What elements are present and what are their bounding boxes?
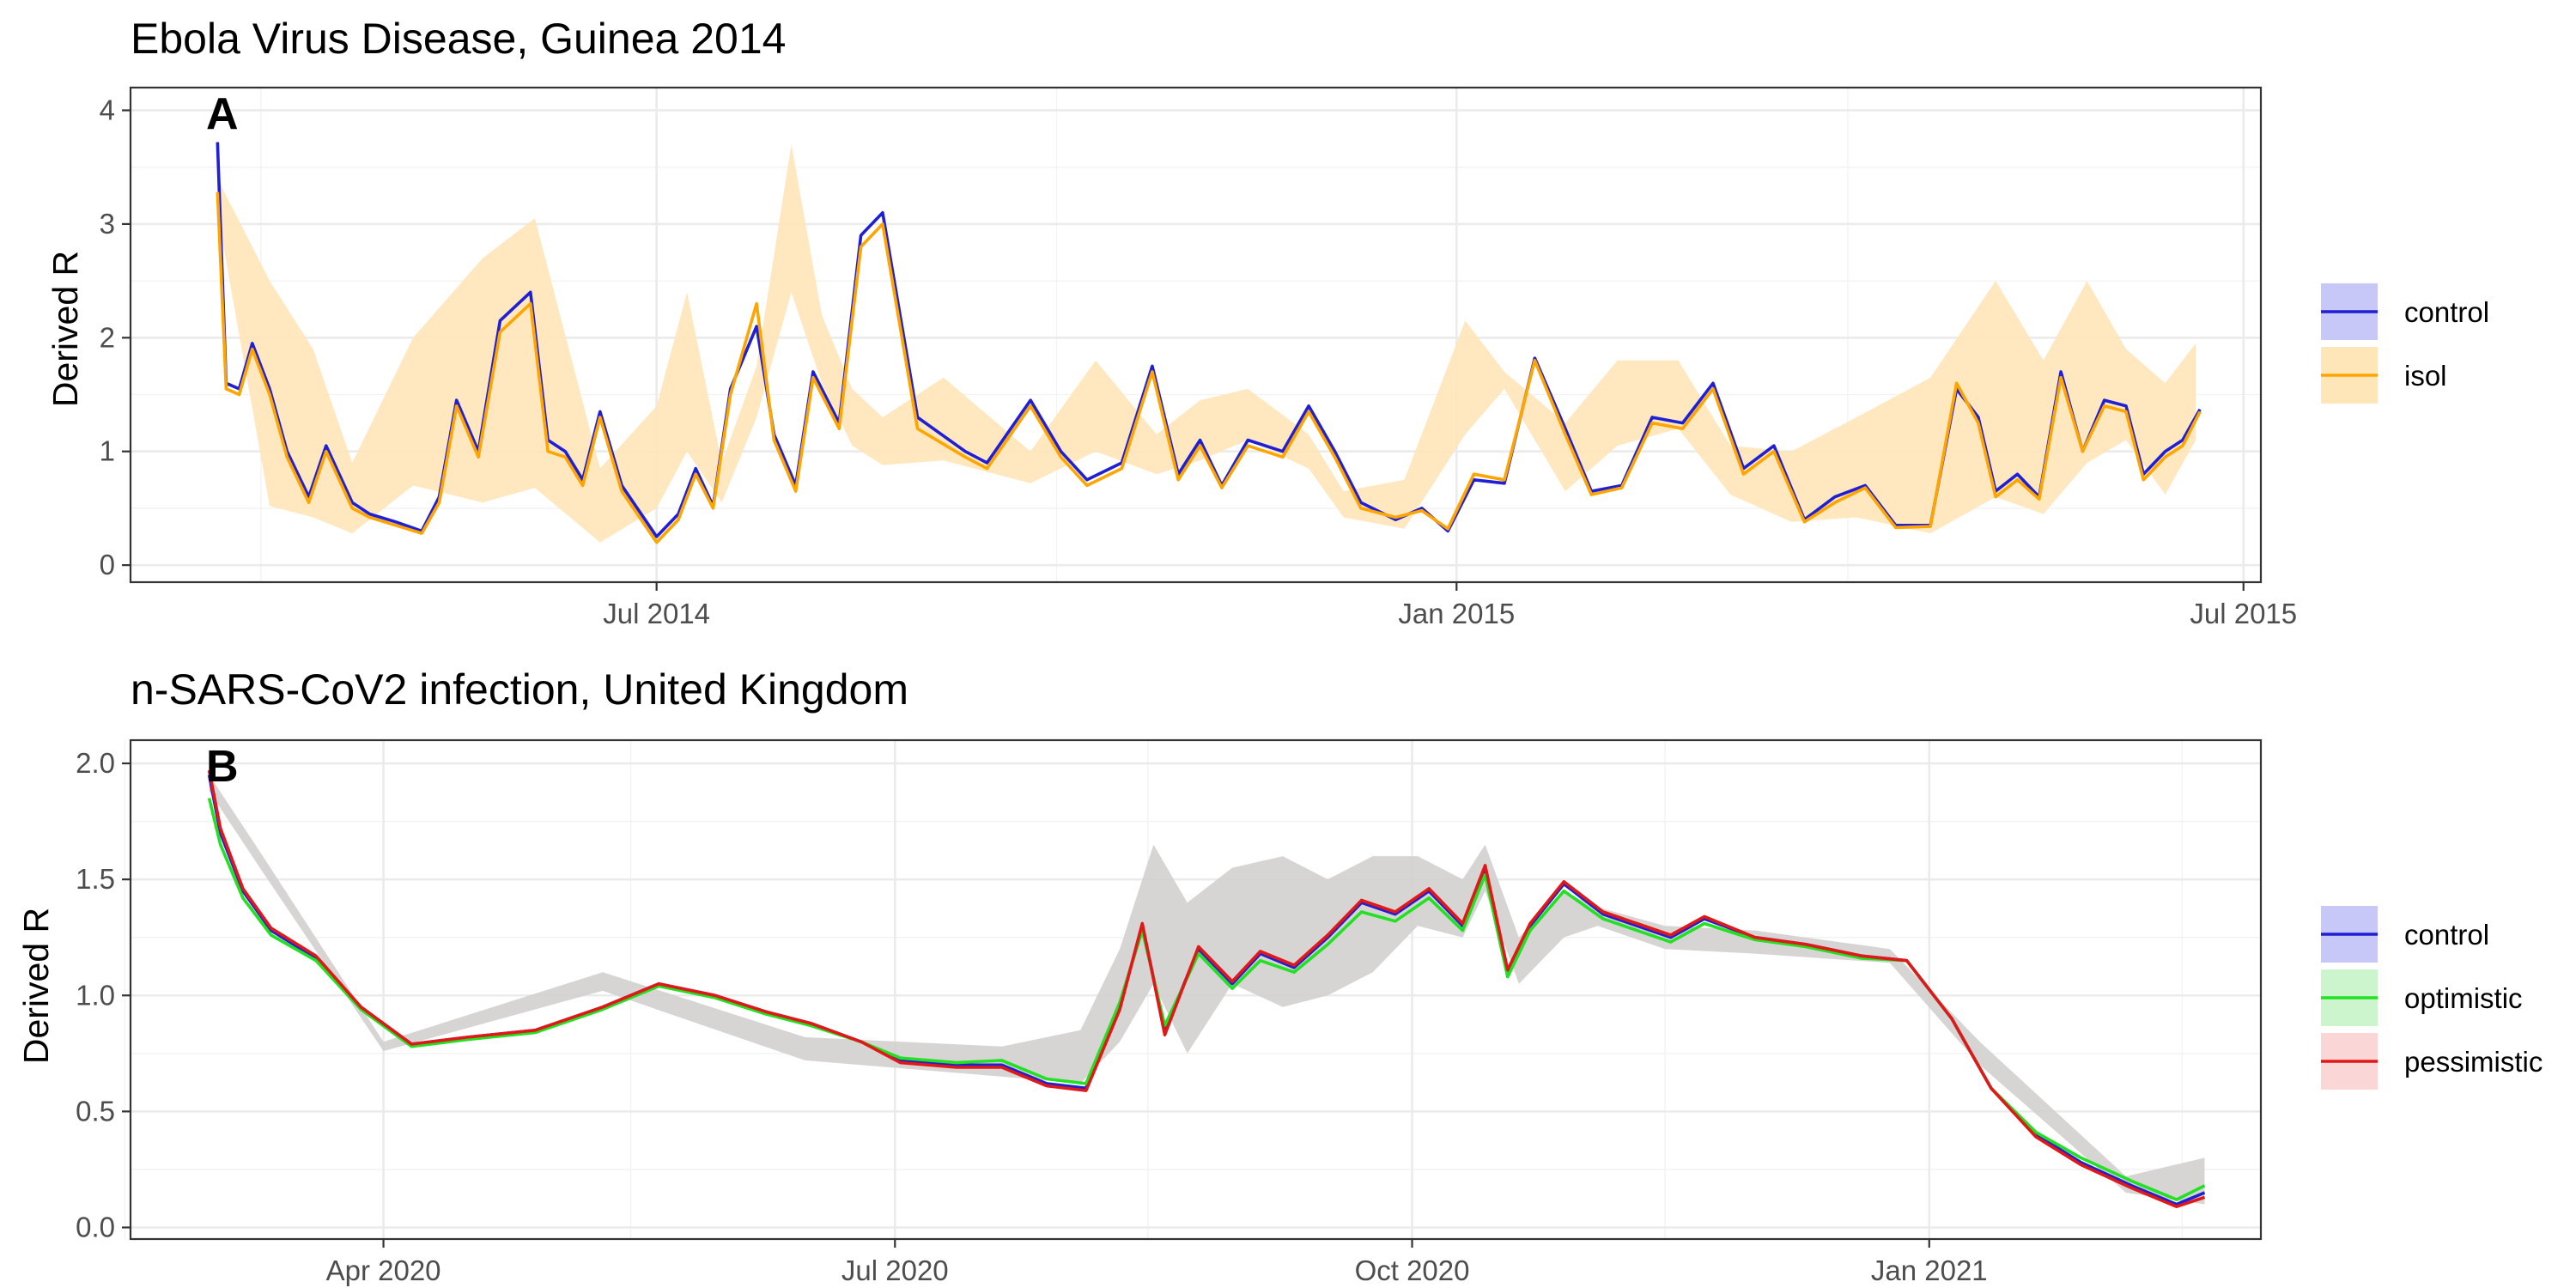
panel-b-title: n-SARS-CoV2 infection, United Kingdom [131,665,908,714]
panel-b-x-tick-label-3: Jan 2021 [1871,1255,1988,1286]
panel-b-line-optimistic [207,798,2206,1201]
panel-a-y-tick-label-4: 4 [100,94,115,125]
panel-b-y-tick-label-0: 0.0 [76,1211,115,1242]
panel-a-legend: control isol [2321,283,2489,404]
panel-a-title: Ebola Virus Disease, Guinea 2014 [131,15,786,63]
panel-a-chart: Ebola Virus Disease, Guinea 2014 0 1 2 3 4 J… [46,15,2489,629]
panel-b-legend-item-control: control [2321,906,2489,963]
panel-b-x-tick-label-1: Jul 2020 [841,1255,949,1286]
panel-b-y-tick-label-2: 1.0 [76,979,115,1011]
panel-b-letter: B [206,742,239,792]
panel-a-y-tick-label-3: 3 [100,208,115,240]
panel-b-y-tick-label-4: 2.0 [76,747,115,779]
panel-a-line-isol [216,191,2202,544]
panel-a-legend-item-control: control [2321,283,2489,340]
panel-b-y-tick-label-1: 0.5 [76,1095,115,1127]
panel-b-legend: control optimistic pessimistic [2321,906,2543,1090]
panel-b-frame [129,738,2263,1241]
panel-b-legend-label-control: control [2404,919,2489,951]
panel-a-band-isol [217,144,2196,543]
panel-a-y-axis-label: Derived R [46,251,85,407]
panel-a-y-tick-label-2: 2 [100,321,115,353]
panel-b-chart: n-SARS-CoV2 infection, United Kingdom 0.… [16,665,2543,1286]
panel-a-y-tick-label-1: 1 [100,435,115,467]
panel-b-legend-label-pessimistic: pessimistic [2404,1046,2543,1078]
panel-b-y-axis-label: Derived R [16,908,56,1064]
panel-a-line-control [216,142,2202,538]
panel-a-frame [129,86,2263,584]
panel-a-y-tick-label-0: 0 [100,549,115,580]
panel-a-x-tick-label-0: Jul 2014 [603,598,710,629]
panel-b-legend-label-optimistic: optimistic [2404,982,2523,1014]
panel-b-line-pessimistic [207,769,2206,1208]
panel-b-y-tick-label-3: 1.5 [76,863,115,895]
panel-a-legend-label-isol: isol [2404,360,2447,392]
panel-b-x-tick-label-2: Oct 2020 [1355,1255,1470,1286]
panel-b-band-overlap [209,775,2205,1205]
panel-a-legend-label-control: control [2404,296,2489,328]
panel-b-legend-item-optimistic: optimistic [2321,969,2523,1026]
panel-a-legend-item-isol: isol [2321,347,2447,404]
panel-a-x-tick-label-2: Jul 2015 [2190,598,2297,629]
panel-b-legend-item-pessimistic: pessimistic [2321,1033,2543,1090]
panel-a-letter: A [206,89,239,139]
panel-b-x-tick-label-0: Apr 2020 [326,1255,441,1286]
panel-a-x-tick-label-1: Jan 2015 [1398,598,1515,629]
